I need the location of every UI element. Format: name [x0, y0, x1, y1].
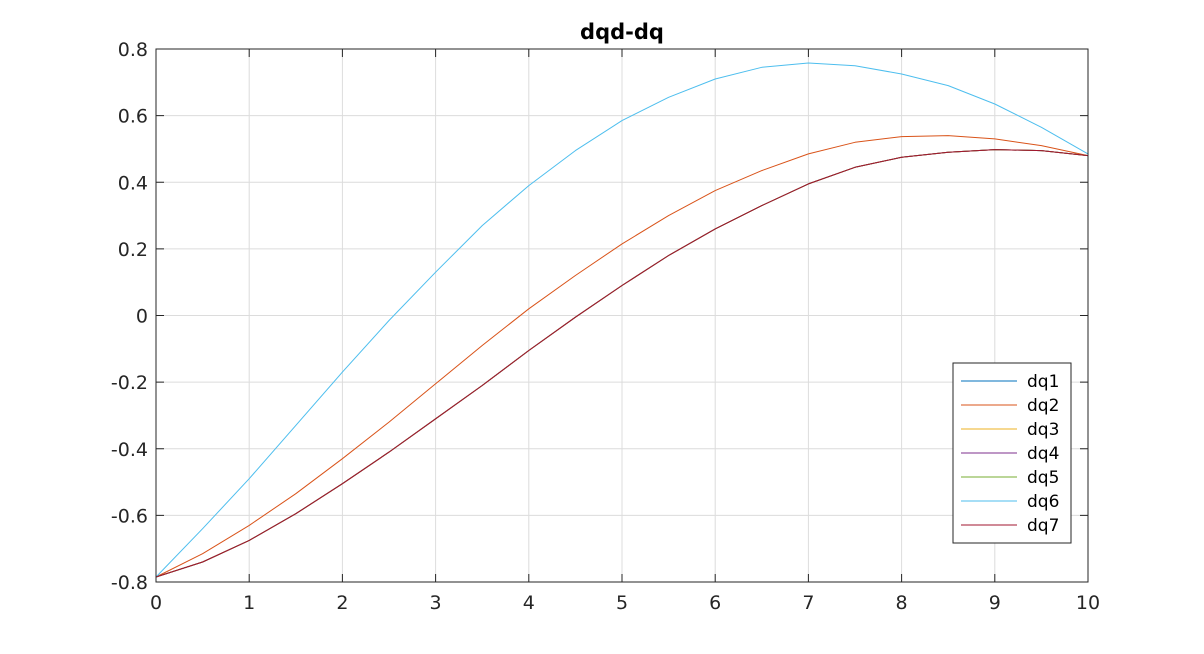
legend-label: dq5	[1027, 468, 1059, 488]
axis-ticks: 0 1 2 3 4 5 6 7 8 9 10 -0.8 -0.6 -0.4 -0.2 0 0.2 0.4 0.6 0.…	[111, 39, 1100, 614]
x-tick-label: 3	[430, 592, 442, 614]
grid-lines	[155, 48, 1089, 583]
y-tick-label: 0.8	[118, 39, 148, 61]
legend-label: dq1	[1027, 372, 1059, 392]
y-tick-label: -0.2	[111, 372, 148, 394]
y-tick-label: -0.4	[111, 439, 148, 461]
x-tick-label: 5	[616, 592, 628, 614]
series-line-dq7	[155, 149, 1089, 578]
y-tick-label: 0	[136, 306, 148, 328]
y-tick-label: -0.8	[111, 572, 148, 594]
y-tick-label: 0.4	[118, 172, 148, 194]
series-line-dq6	[155, 62, 1089, 578]
y-tick-label: -0.6	[111, 505, 148, 527]
series-line-dq2	[155, 135, 1089, 578]
legend-label: dq3	[1027, 420, 1059, 440]
legend-label: dq6	[1027, 492, 1059, 512]
x-tick-label: 2	[336, 592, 348, 614]
legend-label: dq4	[1027, 444, 1059, 464]
chart-title: dqd-dq	[580, 20, 664, 44]
x-tick-label: 9	[989, 592, 1001, 614]
x-tick-label: 4	[523, 592, 535, 614]
legend-label: dq7	[1027, 516, 1059, 536]
y-tick-label: 0.6	[118, 106, 148, 128]
y-tick-label: 0.2	[118, 239, 148, 261]
legend-label: dq2	[1027, 396, 1059, 416]
legend: dq1 dq2 dq3 dq4 dq5 dq6 dq7	[952, 362, 1072, 544]
x-tick-label: 10	[1076, 592, 1100, 614]
x-tick-label: 6	[709, 592, 721, 614]
x-tick-label: 7	[802, 592, 814, 614]
series-lines	[155, 62, 1089, 578]
x-tick-label: 8	[896, 592, 908, 614]
x-tick-label: 1	[243, 592, 255, 614]
x-tick-label: 0	[150, 592, 162, 614]
